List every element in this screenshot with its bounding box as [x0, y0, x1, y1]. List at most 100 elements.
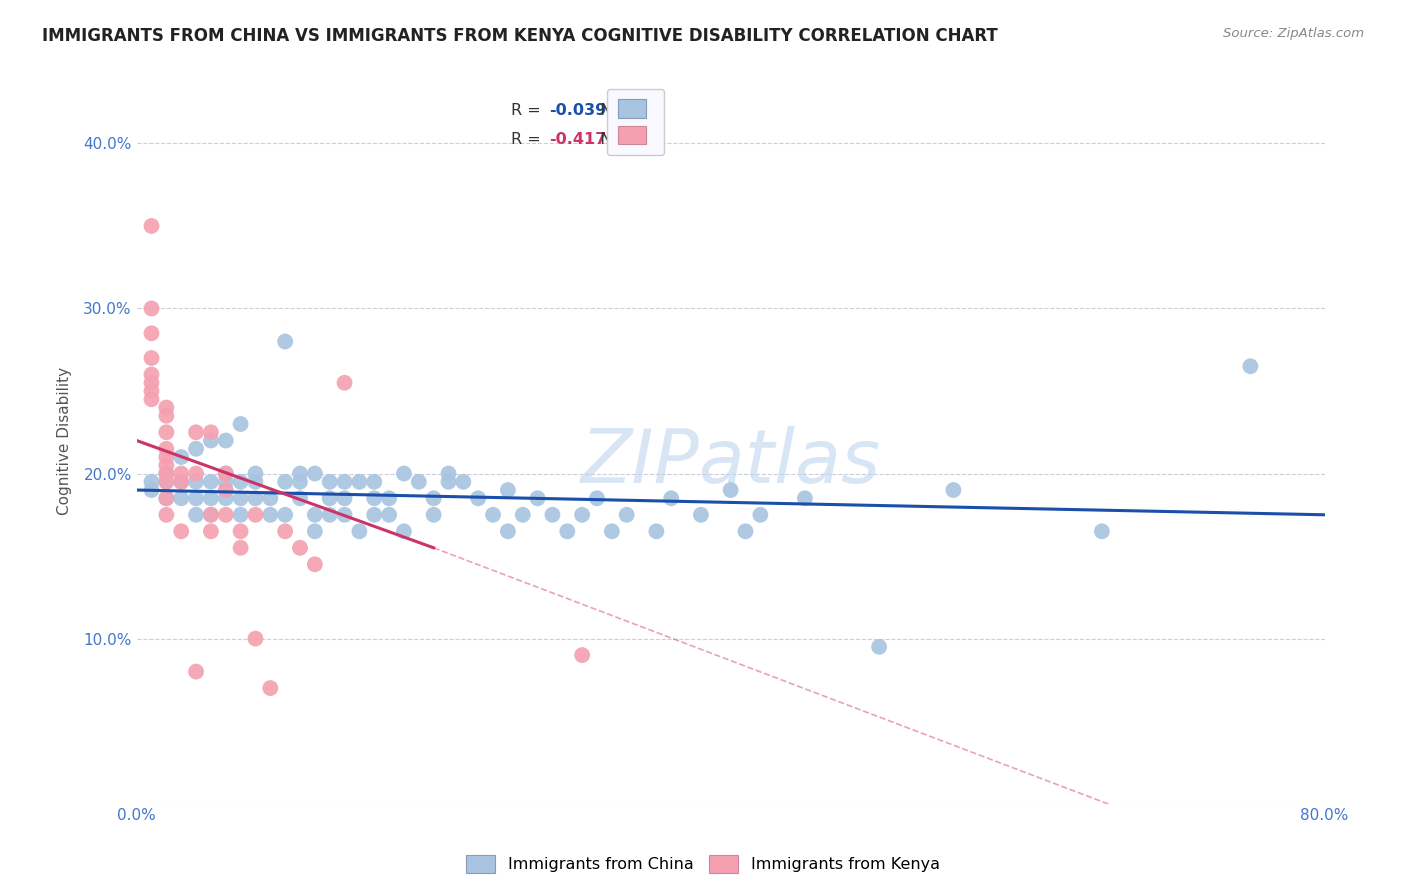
Point [288, 467, 311, 481]
Point [616, 508, 638, 522]
Point [184, 475, 207, 489]
Point [349, 524, 371, 539]
Point [141, 219, 163, 233]
Point [645, 524, 668, 539]
Point [749, 508, 772, 522]
Point [437, 467, 460, 481]
Point [155, 401, 177, 415]
Point [304, 524, 326, 539]
Point [245, 632, 267, 646]
Point [437, 475, 460, 489]
Point [333, 508, 356, 522]
Point [541, 508, 564, 522]
Point [141, 392, 163, 407]
Point [496, 524, 519, 539]
Point [200, 491, 222, 506]
Point [141, 384, 163, 398]
Point [215, 467, 238, 481]
Text: Source: ZipAtlas.com: Source: ZipAtlas.com [1223, 27, 1364, 40]
Point [155, 450, 177, 464]
Text: R =: R = [510, 103, 546, 118]
Point [274, 475, 297, 489]
Point [363, 491, 385, 506]
Point [155, 425, 177, 440]
Point [200, 425, 222, 440]
Point [868, 640, 890, 654]
Point [571, 508, 593, 522]
Point [215, 491, 238, 506]
Point [422, 508, 444, 522]
Point [793, 491, 815, 506]
Point [200, 508, 222, 522]
Point [1239, 359, 1261, 374]
Point [155, 475, 177, 489]
Point [215, 434, 238, 448]
Text: IMMIGRANTS FROM CHINA VS IMMIGRANTS FROM KENYA COGNITIVE DISABILITY CORRELATION : IMMIGRANTS FROM CHINA VS IMMIGRANTS FROM… [42, 27, 998, 45]
Point [229, 541, 252, 555]
Legend: Immigrants from China, Immigrants from Kenya: Immigrants from China, Immigrants from K… [460, 848, 946, 880]
Point [274, 334, 297, 349]
Point [1091, 524, 1114, 539]
Point [690, 508, 713, 522]
Point [155, 491, 177, 506]
Point [141, 301, 163, 316]
Point [155, 467, 177, 481]
Point [141, 475, 163, 489]
Point [496, 483, 519, 497]
Point [200, 508, 222, 522]
Point [170, 450, 193, 464]
Point [229, 524, 252, 539]
Point [229, 508, 252, 522]
Point [184, 425, 207, 440]
Point [659, 491, 682, 506]
Point [482, 508, 505, 522]
Point [184, 508, 207, 522]
Point [363, 475, 385, 489]
Point [200, 434, 222, 448]
Text: -0.039: -0.039 [548, 103, 606, 118]
Point [245, 508, 267, 522]
Point [333, 491, 356, 506]
Point [555, 524, 578, 539]
Point [215, 508, 238, 522]
Point [141, 483, 163, 497]
Point [600, 524, 623, 539]
Point [720, 483, 742, 497]
Point [184, 442, 207, 456]
Point [378, 508, 401, 522]
Point [288, 541, 311, 555]
Point [259, 491, 281, 506]
Point [155, 409, 177, 423]
Legend: , : , [607, 88, 664, 155]
Point [155, 458, 177, 473]
Point [571, 648, 593, 662]
Point [155, 508, 177, 522]
Point [288, 491, 311, 506]
Point [155, 475, 177, 489]
Point [141, 376, 163, 390]
Point [184, 665, 207, 679]
Point [274, 508, 297, 522]
Point [304, 558, 326, 572]
Point [170, 491, 193, 506]
Y-axis label: Cognitive Disability: Cognitive Disability [58, 367, 72, 515]
Point [453, 475, 475, 489]
Point [170, 524, 193, 539]
Text: N =: N = [591, 103, 637, 118]
Point [304, 467, 326, 481]
Point [318, 491, 340, 506]
Point [349, 475, 371, 489]
Point [274, 524, 297, 539]
Point [378, 491, 401, 506]
Point [422, 491, 444, 506]
Point [141, 326, 163, 341]
Point [304, 508, 326, 522]
Point [200, 475, 222, 489]
Point [141, 351, 163, 365]
Point [215, 475, 238, 489]
Point [141, 368, 163, 382]
Point [229, 417, 252, 431]
Point [200, 524, 222, 539]
Text: ZIPatlas: ZIPatlas [581, 426, 880, 499]
Point [155, 467, 177, 481]
